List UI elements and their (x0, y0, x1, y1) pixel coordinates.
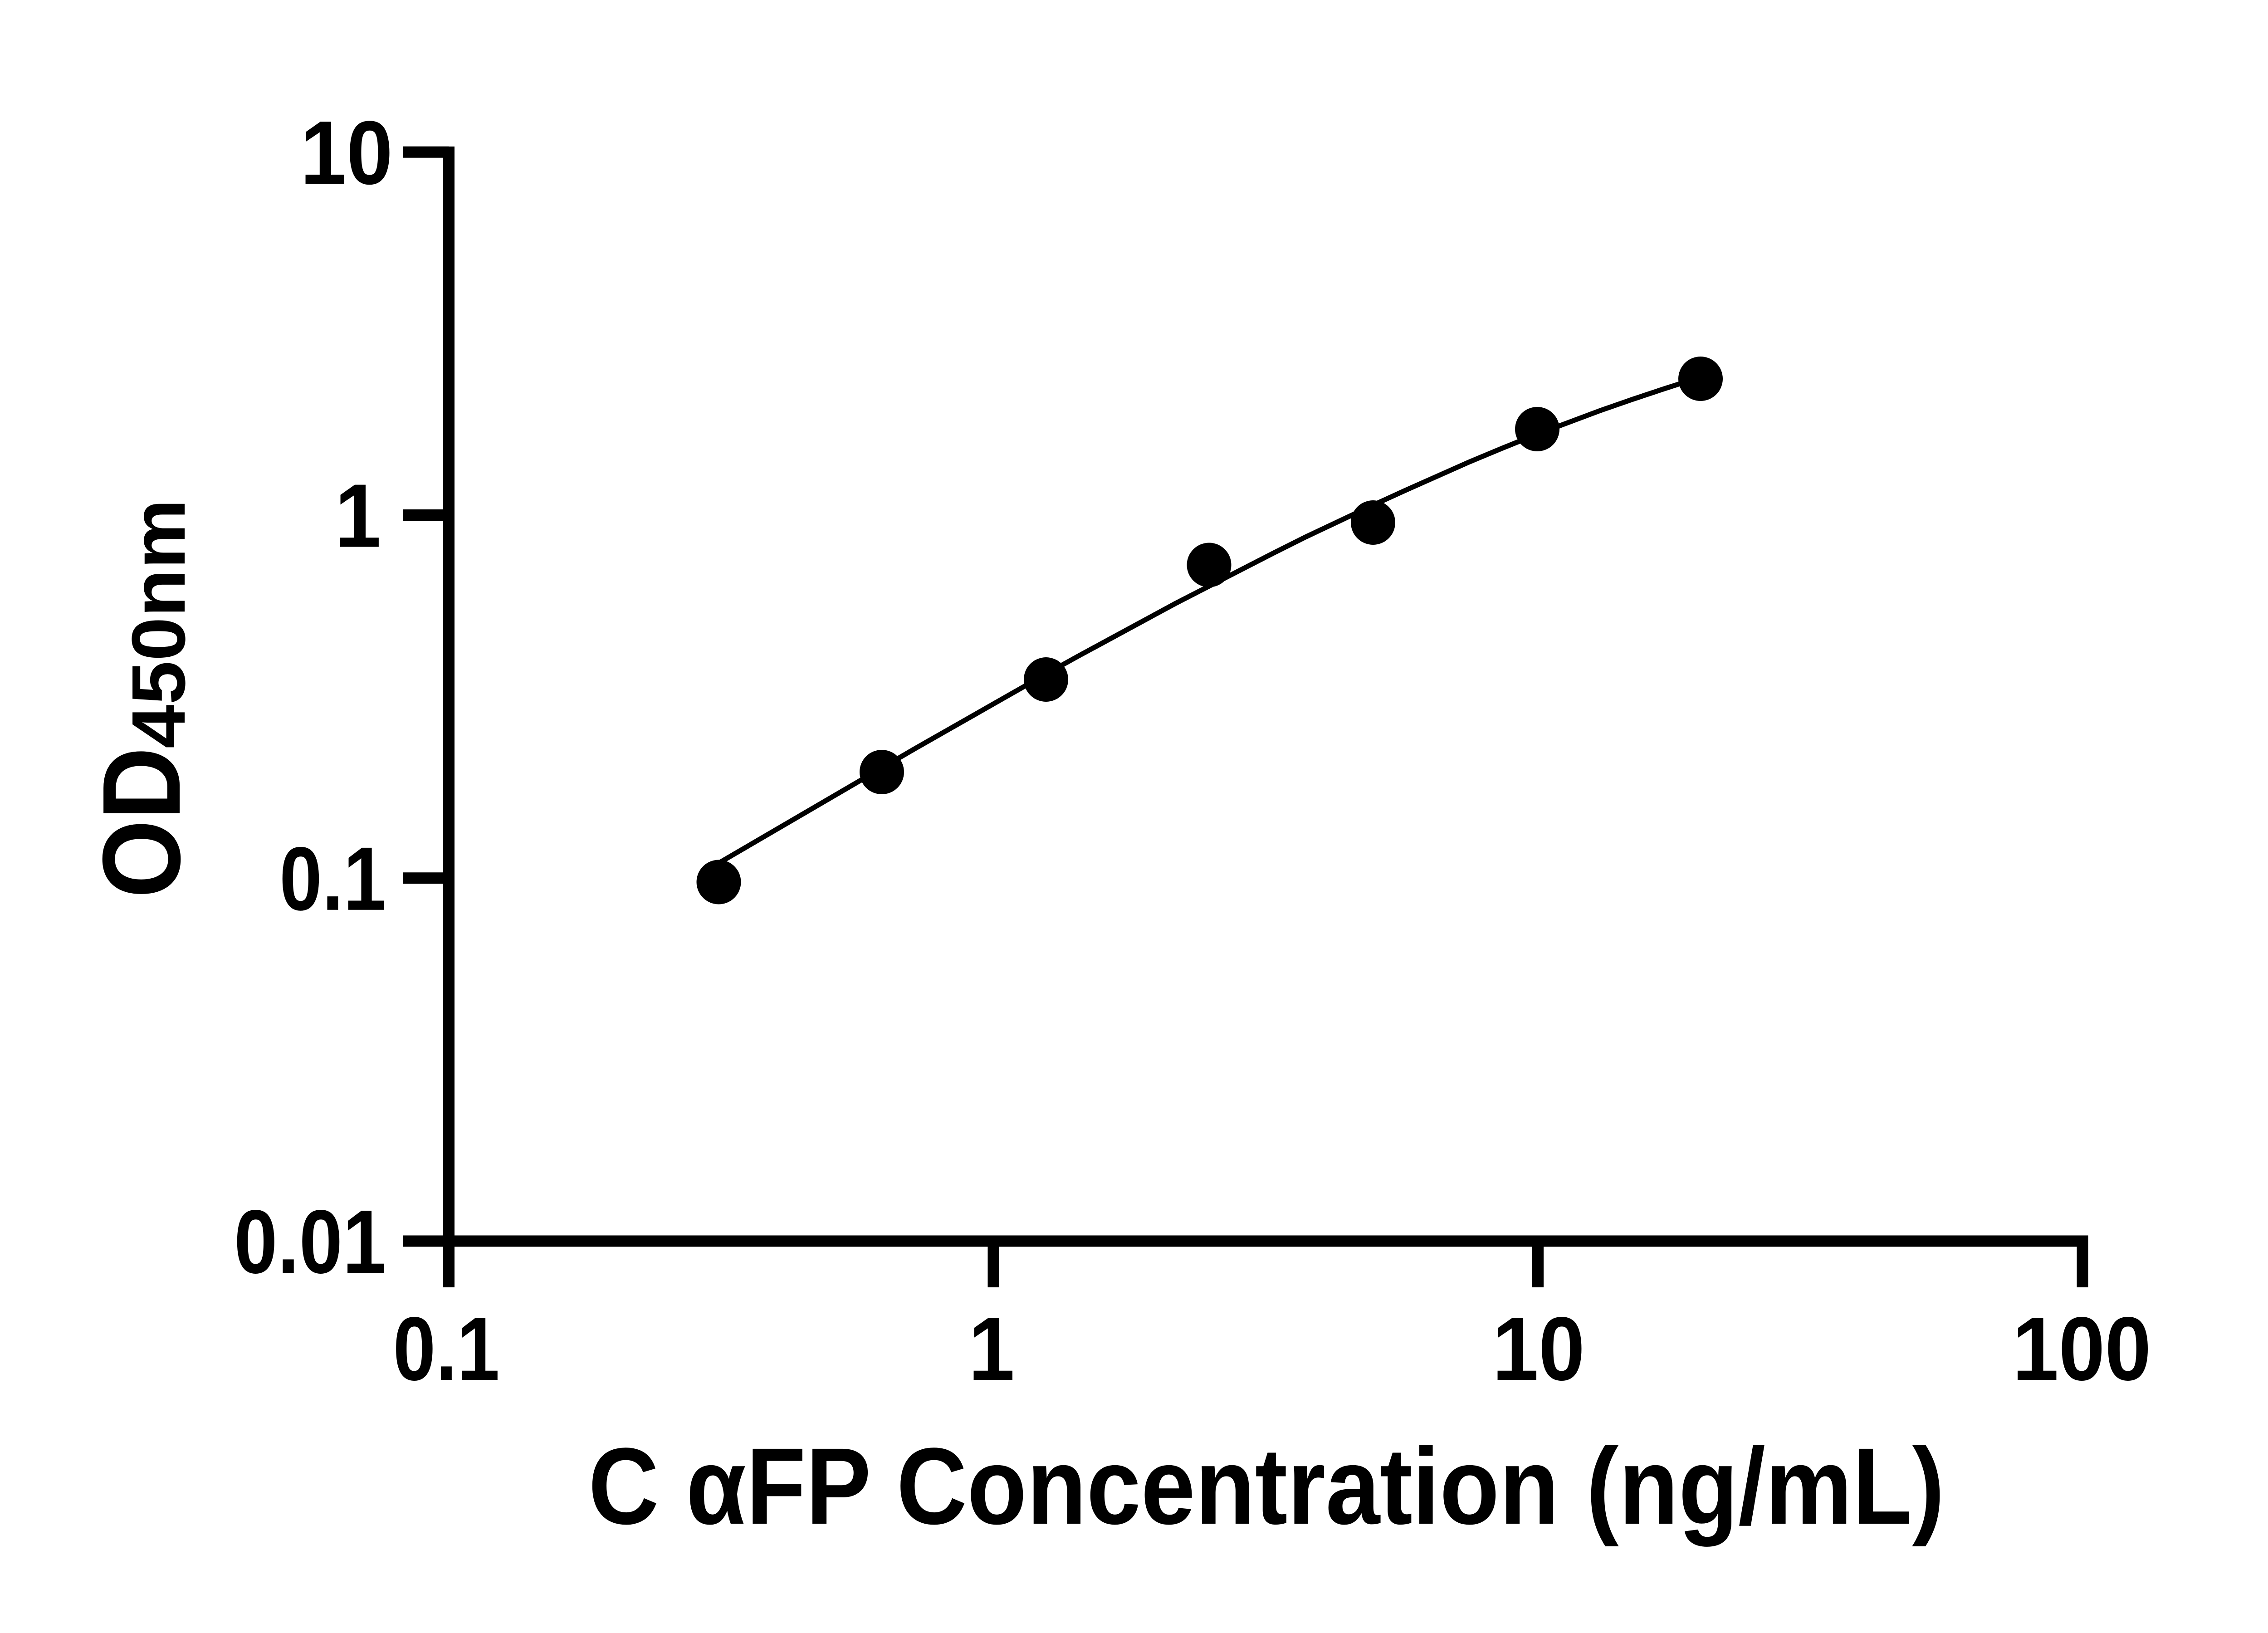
svg-text:100: 100 (2013, 1299, 2151, 1399)
svg-text:0.1: 0.1 (393, 1299, 500, 1399)
svg-text:C αFP Concentration (ng/mL): C αFP Concentration (ng/mL) (588, 1425, 1945, 1547)
svg-text:OD: OD (79, 747, 203, 898)
svg-text:10: 10 (1492, 1299, 1585, 1399)
svg-text:10: 10 (300, 103, 393, 203)
svg-text:450nm: 450nm (117, 499, 201, 748)
svg-text:0.01: 0.01 (234, 1192, 386, 1292)
svg-text:1: 1 (968, 1299, 1015, 1399)
svg-text:1: 1 (335, 466, 381, 567)
svg-text:0.1: 0.1 (279, 829, 386, 929)
